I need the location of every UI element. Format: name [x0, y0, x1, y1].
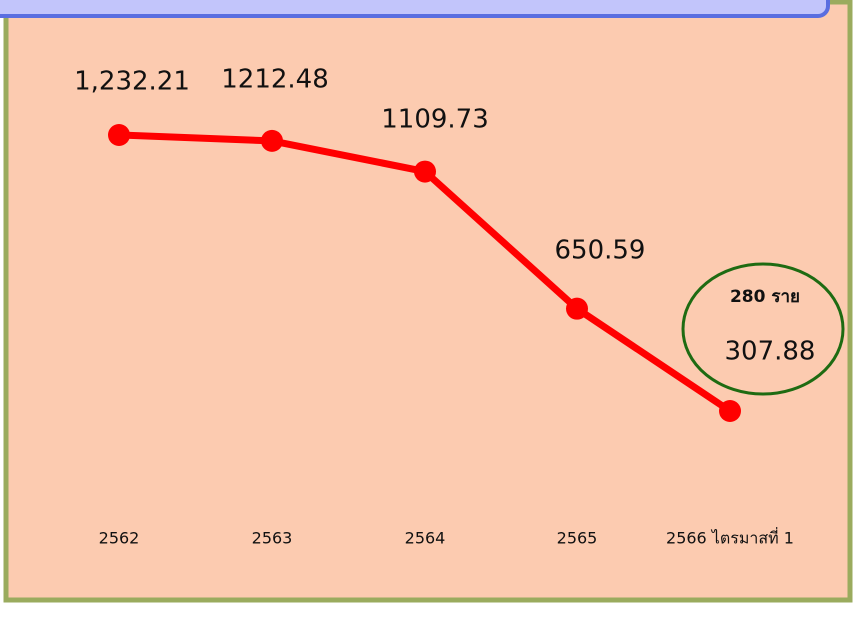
x-tick-label: 2566 ไตรมาสที่ 1 [666, 527, 794, 548]
annotation: 280 ราย [730, 287, 800, 307]
value-label: 650.59 [555, 236, 646, 266]
point [719, 400, 741, 422]
x-tick-label: 2565 [557, 529, 598, 548]
value-label: 1,232.21 [74, 67, 190, 97]
point [414, 160, 436, 183]
x-tick-label: 2564 [405, 529, 446, 548]
value-label: 1212.48 [221, 65, 329, 95]
value-label: 1109.73 [381, 105, 489, 135]
point [566, 297, 588, 320]
value-label: 307.88 [725, 337, 816, 367]
plot-area [3, 0, 853, 603]
x-tick-label: 2562 [99, 529, 140, 548]
point [261, 129, 283, 152]
x-tick-label: 2563 [252, 529, 293, 548]
title-bar [0, 0, 830, 18]
point [108, 124, 130, 146]
highlight-ellipse [681, 262, 845, 396]
